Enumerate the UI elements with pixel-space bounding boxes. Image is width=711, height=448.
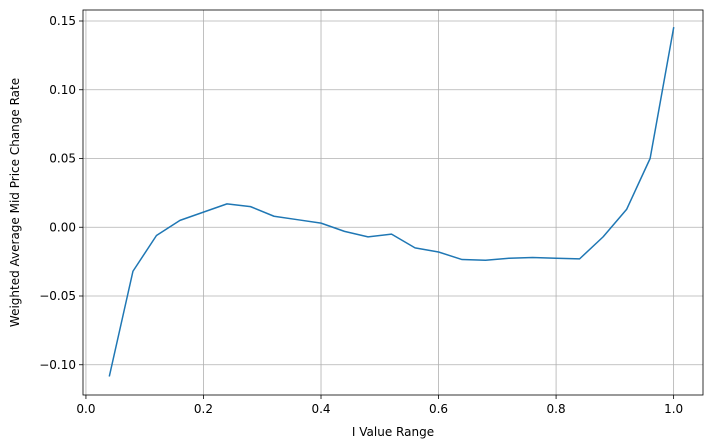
x-tick-label: 0.4 — [311, 402, 330, 416]
y-tick-label: 0.10 — [49, 83, 76, 97]
ticks: 0.0 0.2 0.4 0.6 0.8 1.0 −0.10 −0.05 0.00 0.05 0.10… — [39, 14, 683, 416]
y-tick-label: −0.10 — [39, 358, 76, 372]
plot-frame — [82, 9, 704, 396]
x-axis-label: I Value Range — [352, 425, 434, 439]
y-axis-label: Weighted Average Mid Price Change Rate — [8, 78, 22, 327]
x-tick-label: 0.8 — [547, 402, 566, 416]
series-line — [108, 27, 675, 377]
y-tick-label: 0.00 — [49, 220, 76, 234]
x-tick-label: 0.6 — [429, 402, 448, 416]
series-layer — [108, 27, 675, 377]
y-tick-label: 0.15 — [49, 14, 76, 28]
x-tick-label: 0.2 — [194, 402, 213, 416]
y-tick-label: 0.05 — [49, 152, 76, 166]
y-tick-label: −0.05 — [39, 289, 76, 303]
grid — [83, 10, 703, 395]
x-tick-label: 0.0 — [76, 402, 95, 416]
x-tick-label: 1.0 — [664, 402, 683, 416]
